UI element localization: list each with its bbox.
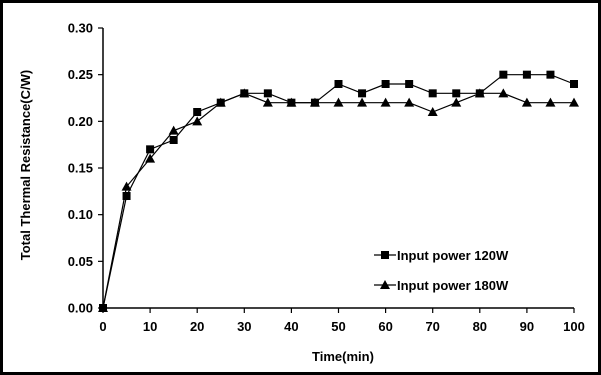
series-2-point (309, 97, 320, 107)
series-2-point (545, 97, 556, 107)
y-tick-label: 0.15 (68, 161, 93, 176)
series-2-point (121, 181, 132, 191)
series-2-point (427, 107, 438, 116)
series-2-point (168, 125, 179, 135)
series-2-point (145, 153, 156, 163)
series-2-point (498, 88, 509, 98)
series-2-point (357, 97, 368, 107)
legend-label-180w: Input power 180W (397, 278, 509, 293)
x-tick-label: 10 (143, 319, 157, 334)
y-tick-label: 0.00 (68, 301, 93, 316)
series-2-point (286, 97, 297, 107)
series-1-point (381, 80, 390, 88)
x-tick-label: 30 (237, 319, 251, 334)
axes (102, 28, 574, 309)
series-2-point (451, 97, 462, 107)
legend-item-180w: Input power 180W (374, 278, 509, 293)
series-layer (98, 70, 579, 312)
x-tick-label: 20 (190, 319, 204, 334)
x-tick-label: 90 (520, 319, 534, 334)
series-1-point (546, 70, 555, 79)
x-ticks: 0 10 20 30 40 50 60 70 80 90 100 (99, 308, 585, 334)
y-tick-label: 0.05 (68, 254, 93, 269)
x-tick-label: 0 (99, 319, 106, 334)
x-axis-title: Time(min) (312, 349, 374, 364)
series-2-line (102, 92, 574, 309)
y-tick-label: 0.30 (68, 21, 93, 36)
series-2-point (404, 97, 415, 107)
x-tick-label: 100 (563, 319, 585, 334)
series-1-point (263, 89, 272, 98)
x-tick-label: 60 (378, 319, 392, 334)
series-2-point (192, 116, 203, 126)
legend-label-120w: Input power 120W (397, 248, 509, 263)
series-1-point (146, 145, 155, 154)
series-2-point (262, 97, 273, 107)
y-tick-label: 0.20 (68, 114, 93, 129)
series-2-point (380, 97, 391, 107)
series-1-point (499, 70, 508, 79)
series-1-point (193, 108, 202, 116)
legend-item-120w: Input power 120W (374, 248, 509, 263)
series-1-line (102, 74, 575, 309)
series-1-point (169, 136, 178, 144)
series-2-point (333, 97, 344, 107)
series-1-point (452, 89, 461, 98)
series-2-point (521, 97, 532, 107)
series-1-point (428, 89, 437, 98)
x-tick-label: 70 (425, 319, 439, 334)
legend: Input power 120W Input power 180W (374, 248, 509, 293)
x-tick-label: 50 (331, 319, 345, 334)
series-1-point (405, 80, 414, 88)
series-1-point (522, 70, 531, 79)
x-tick-label: 40 (284, 319, 298, 334)
series-1-point (570, 80, 578, 88)
series-1-point (334, 80, 343, 88)
legend-marker-square (381, 251, 389, 259)
x-tick-label: 80 (473, 319, 487, 334)
series-1-point (122, 192, 131, 200)
y-axis-title: Total Thermal Resistance(C/W) (18, 70, 33, 260)
series-2-point (569, 97, 579, 107)
series-2-point (474, 88, 485, 98)
series-2-point (98, 303, 108, 312)
series-1-point (358, 89, 367, 98)
series-2-point (239, 88, 250, 98)
legend-marker-triangle (380, 280, 390, 289)
series-2-point (215, 97, 226, 107)
y-tick-label: 0.10 (68, 207, 93, 222)
y-ticks: 0.00 0.05 0.10 0.15 0.20 0.25 0.30 (68, 21, 103, 316)
y-tick-label: 0.25 (68, 67, 93, 82)
